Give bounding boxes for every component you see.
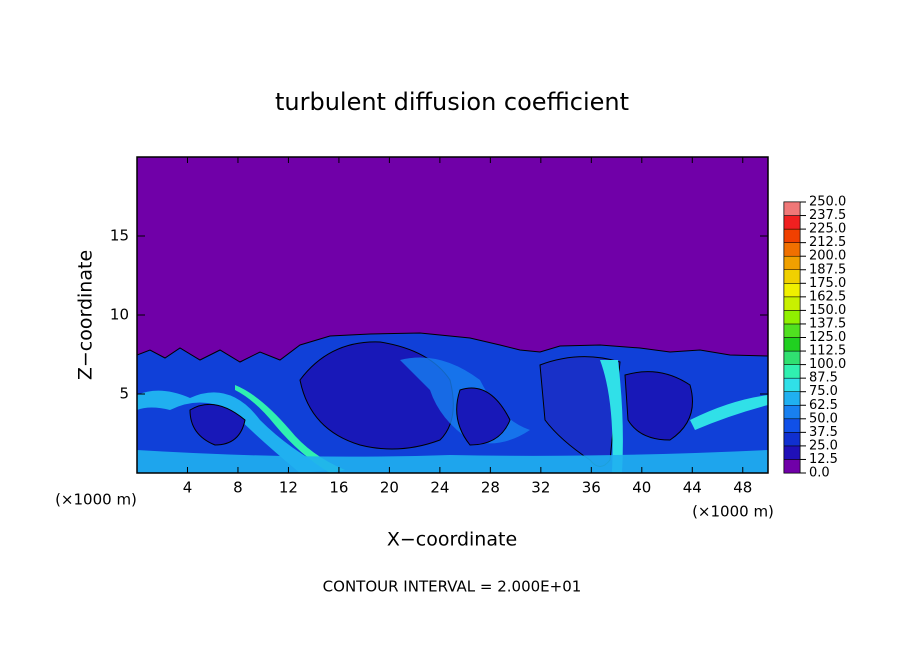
colorbar-band (783, 445, 801, 460)
x-tick-label: 48 (733, 479, 752, 497)
colorbar-band (783, 215, 801, 230)
x-axis-label: X−coordinate (387, 529, 517, 551)
contour-field (137, 157, 768, 473)
colorbar-label: 212.5 (809, 235, 846, 250)
colorbar-label: 75.0 (809, 384, 838, 399)
x-tick-label: 12 (279, 479, 298, 497)
x-tick-label: 8 (233, 479, 243, 497)
x-unit-label: (×1000 m) (692, 503, 774, 521)
x-tick-label: 20 (380, 479, 399, 497)
colorbar-band (783, 269, 801, 284)
colorbar-label: 50.0 (809, 411, 838, 426)
colorbar-band (783, 296, 801, 311)
colorbar-label: 200.0 (809, 249, 846, 264)
colorbar-band (783, 242, 801, 257)
colorbar-label: 62.5 (809, 398, 838, 413)
colorbar-band (783, 391, 801, 406)
colorbar-band (783, 405, 801, 420)
colorbar-label: 37.5 (809, 425, 838, 440)
colorbar-band (783, 337, 801, 352)
colorbar-band (783, 310, 801, 325)
colorbar-band (783, 432, 801, 447)
colorbar-label: 137.5 (809, 316, 846, 331)
colorbar-label: 125.0 (809, 330, 846, 345)
colorbar-label: 100.0 (809, 357, 846, 372)
colorbar-label: 237.5 (809, 208, 846, 223)
annotation: CONTOUR INTERVAL = 2.000E+01 (323, 578, 582, 596)
colorbar-label: 12.5 (809, 452, 838, 467)
y-axis-label: Z−coordinate (75, 250, 97, 380)
x-tick-label: 4 (183, 479, 193, 497)
colorbar-band (783, 323, 801, 338)
colorbar-band (783, 418, 801, 433)
colorbar-band (783, 459, 801, 474)
y-tick-label: 15 (110, 227, 129, 245)
colorbar-band (783, 228, 801, 243)
y-tick-label: 10 (110, 306, 129, 324)
x-tick-label: 28 (481, 479, 500, 497)
colorbar-band (783, 364, 801, 379)
colorbar-label: 87.5 (809, 371, 838, 386)
colorbar-band (783, 201, 801, 216)
colorbar-label: 175.0 (809, 276, 846, 291)
colorbar-label: 0.0 (809, 466, 830, 481)
colorbar-label: 25.0 (809, 438, 838, 453)
x-tick-label: 16 (329, 479, 348, 497)
colorbar-band (783, 350, 801, 365)
colorbar-band (783, 283, 801, 298)
colorbar-label: 150.0 (809, 303, 846, 318)
x-tick-label: 24 (430, 479, 449, 497)
colorbar-label: 162.5 (809, 289, 846, 304)
x-tick-label: 44 (683, 479, 702, 497)
chart-title: turbulent diffusion coefficient (275, 88, 629, 116)
x-tick-label: 36 (582, 479, 601, 497)
x-tick-label: 32 (531, 479, 550, 497)
x-unit-label: (×1000 m) (55, 491, 137, 509)
colorbar-band (783, 377, 801, 392)
colorbar-label: 250.0 (809, 195, 846, 210)
colorbar-label: 225.0 (809, 222, 846, 237)
y-tick-label: 5 (119, 385, 129, 403)
colorbar-label: 187.5 (809, 262, 846, 277)
x-tick-label: 40 (632, 479, 651, 497)
colorbar-label: 112.5 (809, 344, 846, 359)
colorbar-band (783, 255, 801, 271)
